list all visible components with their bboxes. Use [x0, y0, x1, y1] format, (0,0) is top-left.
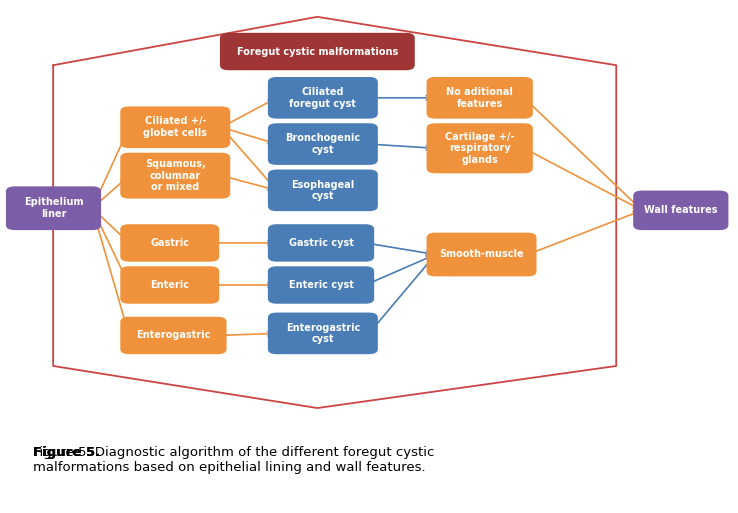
Text: Gastric: Gastric: [151, 238, 189, 248]
Text: Ciliated
foregut cyst: Ciliated foregut cyst: [289, 87, 356, 109]
Text: Wall features: Wall features: [644, 205, 717, 215]
Text: No aditional
features: No aditional features: [446, 87, 513, 109]
FancyBboxPatch shape: [120, 317, 227, 354]
FancyBboxPatch shape: [6, 186, 101, 230]
FancyBboxPatch shape: [120, 106, 230, 148]
Text: Esophageal
cyst: Esophageal cyst: [292, 180, 354, 201]
Text: Bronchogenic
cyst: Bronchogenic cyst: [286, 133, 360, 155]
Text: Foregut cystic malformations: Foregut cystic malformations: [237, 47, 398, 56]
FancyBboxPatch shape: [120, 266, 219, 304]
Text: Figure 5.: Figure 5.: [33, 446, 100, 459]
FancyBboxPatch shape: [427, 77, 533, 119]
Text: Enteric: Enteric: [151, 280, 189, 290]
FancyBboxPatch shape: [120, 224, 219, 262]
FancyBboxPatch shape: [220, 33, 415, 70]
Text: Enterogastric: Enterogastric: [137, 330, 210, 341]
Text: Figure 5. Diagnostic algorithm of the different foregut cystic
malformations bas: Figure 5. Diagnostic algorithm of the di…: [33, 446, 435, 475]
Text: Epithelium
liner: Epithelium liner: [24, 198, 83, 219]
FancyBboxPatch shape: [268, 123, 378, 165]
FancyBboxPatch shape: [268, 77, 378, 119]
Text: Cartilage +/-
respiratory
glands: Cartilage +/- respiratory glands: [445, 132, 514, 165]
Text: Ciliated +/-
globet cells: Ciliated +/- globet cells: [143, 116, 207, 138]
Text: Squamous,
columnar
or mixed: Squamous, columnar or mixed: [145, 159, 206, 192]
FancyBboxPatch shape: [268, 266, 374, 304]
Text: Gastric cyst: Gastric cyst: [289, 238, 354, 248]
Text: Enteric cyst: Enteric cyst: [289, 280, 354, 290]
Text: Enterogastric
cyst: Enterogastric cyst: [286, 323, 360, 344]
Text: Smooth-muscle: Smooth-muscle: [439, 249, 524, 260]
FancyBboxPatch shape: [268, 312, 378, 354]
FancyBboxPatch shape: [427, 232, 537, 277]
FancyBboxPatch shape: [120, 153, 230, 199]
FancyBboxPatch shape: [268, 169, 378, 211]
FancyBboxPatch shape: [633, 190, 728, 230]
FancyBboxPatch shape: [427, 123, 533, 173]
Text: Figure 5.: Figure 5.: [33, 446, 100, 459]
FancyBboxPatch shape: [268, 224, 374, 262]
